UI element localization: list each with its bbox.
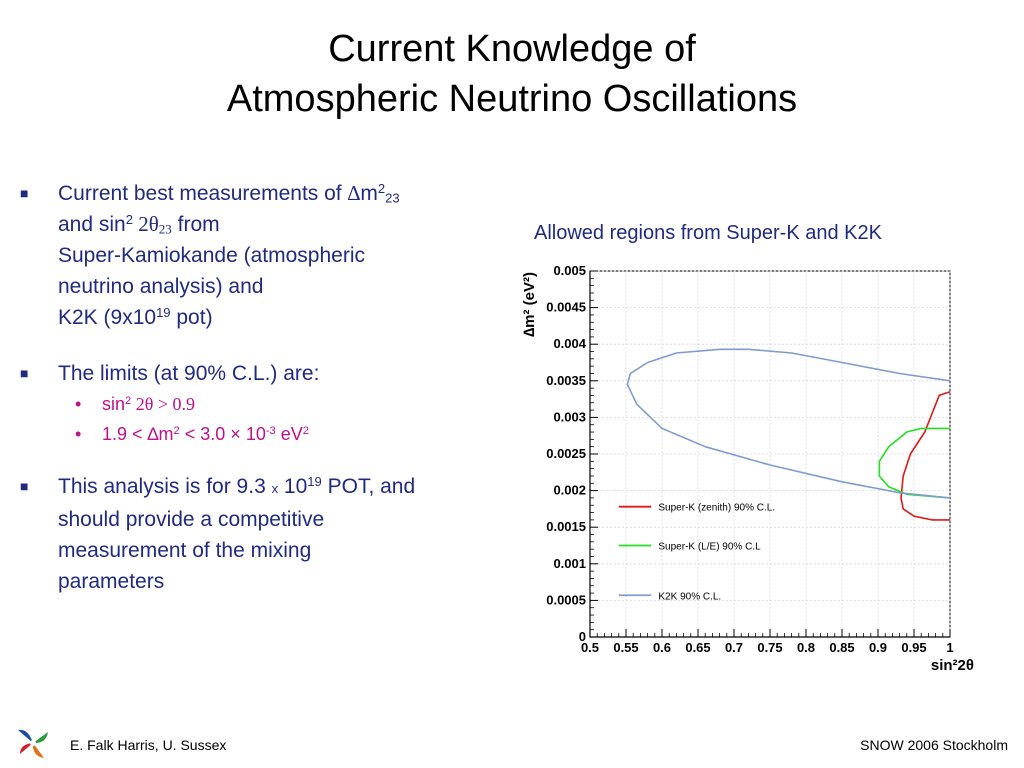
x-tick-label: 0.5 bbox=[581, 640, 599, 655]
bullet-measurements: ■ Current best measurements of ∆m223 and… bbox=[18, 178, 498, 333]
footer-event: SNOW 2006 Stockholm bbox=[860, 737, 1008, 753]
bullet-text: 10 bbox=[278, 475, 308, 498]
bullet-text: The limits (at 90% C.L.) are: bbox=[58, 362, 320, 385]
round-bullet-icon: • bbox=[75, 394, 82, 414]
y-tick-label: 0.0015 bbox=[546, 519, 586, 534]
superscript: 2 bbox=[125, 211, 133, 227]
subscript: 23 bbox=[385, 190, 400, 206]
conference-logo-icon bbox=[18, 729, 48, 758]
y-tick-label: 0.003 bbox=[553, 409, 586, 424]
legend-label-2: K2K 90% C.L. bbox=[658, 591, 721, 602]
superscript: 2 bbox=[173, 424, 180, 437]
bullet-text: This analysis is for 9.3 bbox=[58, 475, 272, 498]
theta-symbol: 2θ bbox=[132, 212, 159, 236]
bullet-text: pot) bbox=[170, 306, 213, 329]
series-line-2 bbox=[626, 348, 951, 499]
x-tick-label: 1 bbox=[946, 640, 953, 655]
y-tick-label: 0.002 bbox=[553, 483, 586, 498]
bullet-text: Current best measurements of bbox=[58, 182, 348, 205]
chart-caption: Allowed regions from Super-K and K2K bbox=[534, 222, 882, 244]
y-tick-label: 0 bbox=[579, 629, 586, 644]
x-axis-label: sin²2θ bbox=[931, 657, 974, 674]
x-tick-label: 0.75 bbox=[757, 640, 782, 655]
square-bullet-icon: ■ bbox=[20, 185, 29, 201]
chart-legend: Super-K (zenith) 90% C.L. Super-K (L/E) 9… bbox=[618, 503, 775, 602]
square-bullet-icon: ■ bbox=[20, 365, 29, 381]
sub-bullet-text: 1.9 < ∆m bbox=[102, 424, 174, 444]
x-tick-label: 0.55 bbox=[613, 640, 638, 655]
y-tick-label: 0.0045 bbox=[546, 300, 586, 315]
sub-bullet-mixing: • sin2 2θ > 0.9 bbox=[18, 389, 498, 419]
bullet-limits: ■ The limits (at 90% C.L.) are: bbox=[18, 358, 498, 389]
allowed-regions-chart: 0.5 0.55 0.6 0.65 0.7 0.75 0.8 0.85 0.9 0.95 1 0 0.0… bbox=[521, 263, 974, 674]
bullet-text: Super-Kamiokande (atmospheric bbox=[58, 244, 365, 267]
sub-bullet-text: 2θ > 0.9 bbox=[131, 394, 196, 414]
bullet-text: from bbox=[171, 213, 220, 236]
superscript: 2 bbox=[302, 424, 310, 437]
series-line-1 bbox=[878, 427, 951, 499]
bullet-analysis: ■ This analysis is for 9.3 x 1019 POT, a… bbox=[18, 471, 498, 597]
slide-title-line1: Current Knowledge of bbox=[328, 28, 696, 70]
bullet-text: K2K (9x10 bbox=[58, 306, 157, 329]
slide-title: Current Knowledge of Atmospheric Neutrin… bbox=[0, 24, 1024, 124]
bullet-list: ■ Current best measurements of ∆m223 and… bbox=[18, 178, 498, 597]
sub-bullet-text: sin bbox=[102, 394, 126, 414]
square-bullet-icon: ■ bbox=[20, 478, 29, 494]
legend-label-0: Super-K (zenith) 90% C.L. bbox=[658, 503, 775, 514]
contour-curves bbox=[626, 348, 951, 521]
y-tick-label: 0.005 bbox=[553, 263, 586, 278]
superscript: 19 bbox=[156, 304, 171, 320]
sub-bullet-text: < 3.0 × 10 bbox=[179, 424, 266, 444]
bullet-text: should provide a competitive bbox=[58, 508, 325, 531]
y-tick-label: 0.004 bbox=[553, 336, 586, 351]
x-tick-label: 0.7 bbox=[725, 640, 743, 655]
bullet-text: neutrino analysis) and bbox=[58, 275, 264, 298]
superscript: -3 bbox=[265, 424, 276, 437]
bullet-text: parameters bbox=[58, 570, 165, 593]
x-tick-label: 0.65 bbox=[685, 640, 710, 655]
superscript: 2 bbox=[377, 180, 386, 196]
delta-symbol: ∆ bbox=[347, 181, 361, 205]
subscript: 23 bbox=[158, 221, 172, 237]
footer-author: E. Falk Harris, U. Sussex bbox=[70, 737, 227, 753]
bullet-text: measurement of the mixing bbox=[58, 539, 312, 562]
x-tick-label: 0.9 bbox=[869, 640, 887, 655]
y-axis-label: ∆m² (eV²) bbox=[521, 272, 538, 337]
y-tick-label: 0.0005 bbox=[546, 592, 586, 607]
sub-bullet-text: eV bbox=[275, 424, 303, 444]
legend-label-1: Super-K (L/E) 90% C.L bbox=[658, 542, 761, 553]
y-tick-label: 0.0025 bbox=[546, 446, 586, 461]
bullet-text: and sin bbox=[58, 213, 126, 236]
bullet-text: POT, and bbox=[321, 475, 416, 498]
round-bullet-icon: • bbox=[75, 424, 82, 444]
slide-title-line2: Atmospheric Neutrino Oscillations bbox=[226, 78, 798, 120]
x-tick-label: 0.95 bbox=[901, 640, 926, 655]
y-tick-label: 0.0035 bbox=[546, 373, 586, 388]
x-tick-label: 0.6 bbox=[653, 640, 671, 655]
y-tick-label: 0.001 bbox=[553, 556, 586, 571]
series-line-0 bbox=[900, 391, 951, 521]
superscript: 2 bbox=[125, 394, 132, 407]
bullet-text: m bbox=[360, 182, 378, 205]
sub-bullet-mass: • 1.9 < ∆m2 < 3.0 × 10-3 eV2 bbox=[18, 419, 498, 449]
tick-marks: 0.5 0.55 0.6 0.65 0.7 0.75 0.8 0.85 0.9 0.95 1 0 0.0… bbox=[546, 263, 953, 655]
superscript: 19 bbox=[307, 473, 322, 489]
times-symbol: x bbox=[271, 481, 279, 496]
x-tick-label: 0.8 bbox=[797, 640, 815, 655]
x-tick-label: 0.85 bbox=[829, 640, 854, 655]
